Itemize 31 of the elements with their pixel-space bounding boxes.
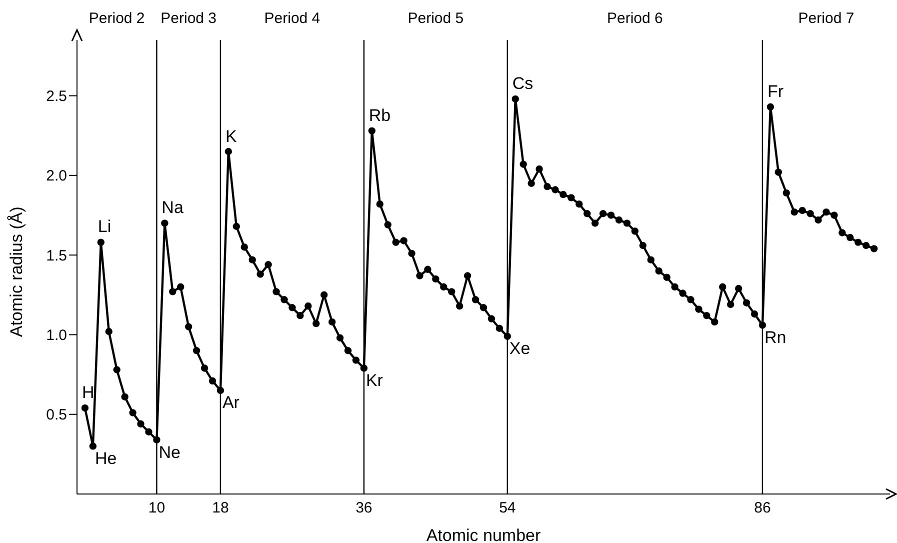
annotation: Kr — [366, 371, 383, 390]
text: Period 4 — [263, 10, 322, 27]
annotation: Rn — [764, 328, 786, 348]
x-tick-label: 54 — [499, 500, 516, 517]
y-tick-label: 2.0 — [46, 168, 67, 185]
y-tick-label: 0.5 — [46, 406, 67, 424]
annotation: Na — [162, 198, 184, 218]
annotation: H — [82, 382, 94, 402]
x-tick-label: 18 — [212, 500, 229, 517]
annotation: K — [225, 126, 237, 146]
annotation: Xe — [509, 339, 530, 358]
text: Period 6 — [606, 10, 664, 27]
annotation: He — [94, 449, 117, 468]
y-axis-title: Atomic radius (Å) — [7, 206, 26, 337]
y-tick-label: 1.5 — [46, 247, 67, 264]
y-tick-label: 1.0 — [46, 327, 67, 344]
x-tick-label: 86 — [754, 500, 771, 517]
text: Period 7 — [797, 10, 856, 27]
annotation: Rb — [368, 106, 391, 125]
annotation: Li — [98, 217, 112, 236]
annotation: Fr — [767, 82, 784, 101]
annotation: Cs — [512, 74, 534, 93]
text: Period 2 — [88, 10, 145, 27]
x-tick-label: 36 — [356, 500, 372, 517]
y-tick-label: 2.5 — [46, 88, 67, 106]
text: Period 5 — [406, 10, 465, 27]
text: Period 3 — [160, 10, 217, 27]
x-tick-label: 10 — [148, 500, 166, 517]
annotation: Ar — [222, 393, 240, 412]
x-axis-title: Atomic number — [426, 526, 541, 543]
annotation: Ne — [158, 442, 180, 462]
